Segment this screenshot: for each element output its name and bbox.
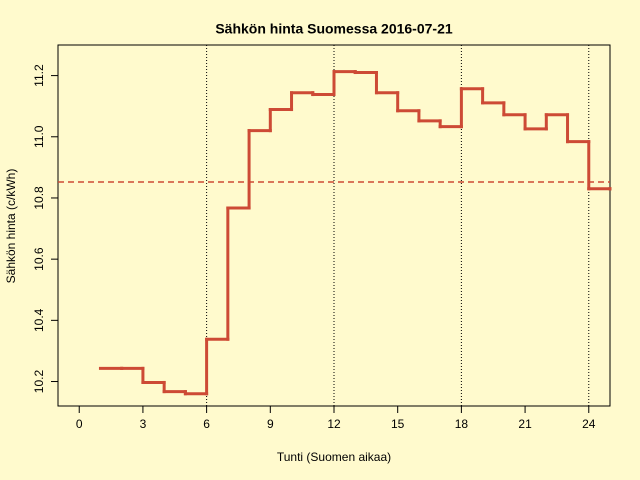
y-tick-label: 11.0 [32,125,46,148]
x-tick-label: 21 [518,417,532,431]
x-tick-label: 0 [76,417,83,431]
x-tick-label: 18 [455,417,469,431]
x-tick-label: 24 [582,417,596,431]
y-tick-label: 10.6 [32,247,46,271]
x-tick-label: 3 [140,417,147,431]
chart-title: Sähkön hinta Suomessa 2016-07-21 [215,21,453,37]
x-tick-label: 15 [391,417,405,431]
y-tick-label: 11.2 [32,64,46,87]
x-tick-label: 6 [203,417,210,431]
x-axis-label: Tunti (Suomen aikaa) [277,450,391,464]
x-tick-label: 12 [327,417,341,431]
y-axis-label: Sähkön hinta (c/kWh) [4,169,18,284]
y-tick-label: 10.4 [32,308,46,332]
y-tick-label: 10.8 [32,186,46,210]
y-tick-label: 10.2 [32,370,46,394]
x-tick-label: 9 [267,417,274,431]
